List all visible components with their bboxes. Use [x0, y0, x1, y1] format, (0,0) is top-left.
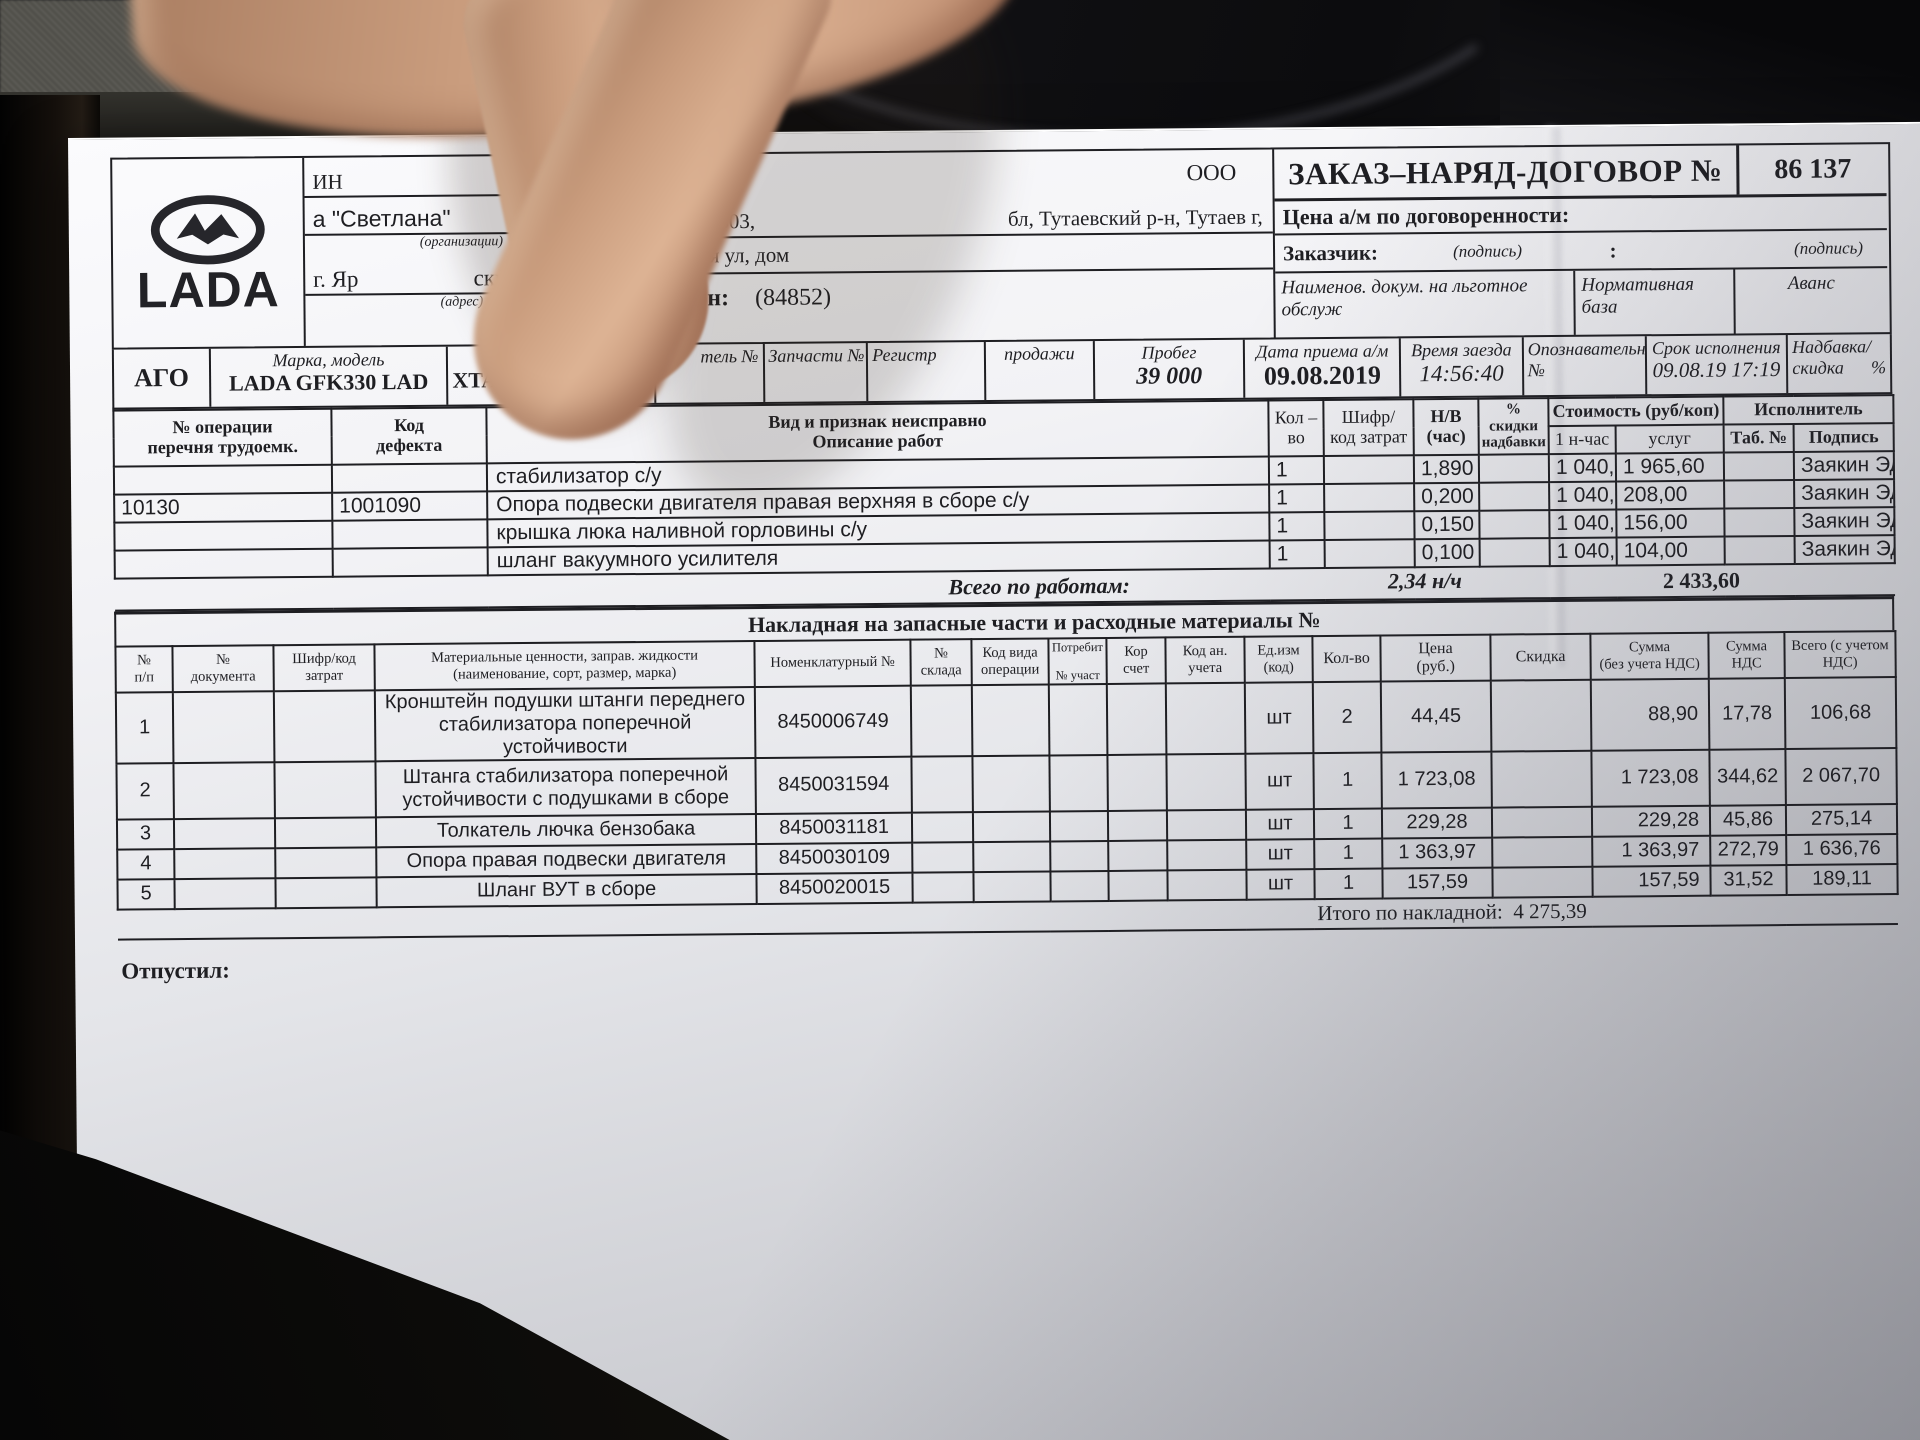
col-total-vat: Всего (с учетом НДС) [1784, 630, 1896, 678]
normative-base-label: Нормативная база [1575, 269, 1736, 335]
markup-label-1: Надбавка/ [1792, 336, 1872, 357]
parts-total-label: Итого по накладной: [1317, 899, 1503, 926]
signature-hint-2: (подпись) [1793, 238, 1864, 258]
deadline-label: Срок исполнения [1651, 337, 1781, 359]
customer2-label: Заказчик: [1282, 240, 1379, 265]
markup-label-2: скидка % [1792, 356, 1887, 378]
col-warehouse: № склада [910, 638, 972, 686]
col-cost-group: Стоимость (руб/коп) [1548, 396, 1724, 426]
colon-separator: : [1609, 237, 1617, 263]
order-header-cell: ЗАКАЗ–НАРЯД-ДОГОВОР № 86 137 Цена а/м по… [1272, 144, 1888, 338]
col-executor-group: Исполнитель [1723, 395, 1894, 425]
parts-total-value: 4 275,39 [1513, 898, 1587, 924]
mileage-cell: Пробег 39 000 [1092, 339, 1244, 400]
ident-label-2: № [1527, 359, 1545, 380]
col-cost-hour: 1 н-час [1548, 425, 1616, 454]
col-discount: % скидки надбавки [1478, 398, 1549, 455]
col-kor-account: Кор счет [1106, 636, 1166, 684]
make-model-value: LADA GFK330 LAD [228, 368, 429, 396]
col-op-type: Код вида операции [971, 637, 1049, 685]
works-total-cost: 2 433,60 [1662, 566, 1741, 593]
vin-fragment-left: XTAG [452, 367, 515, 393]
col-unit: Ед.изм (код) [1244, 635, 1313, 683]
col-part-qty: Кол-во [1312, 635, 1381, 682]
region-fragment: бл, Тутаевский р-н, Тутаев г, [1007, 204, 1263, 231]
col-qty: Кол – во [1268, 400, 1324, 457]
col-cost-services: услуг [1615, 424, 1724, 454]
mileage-label: Пробег [1141, 342, 1197, 363]
ident-label-1: Опознавательный [1527, 338, 1645, 360]
make-model-cell: Марка, модель LADA GFK330 LAD [208, 346, 447, 407]
col-tab-no: Таб. № [1723, 423, 1794, 453]
col-doc-no: № документа [172, 644, 274, 692]
col-defect: Код дефекта [331, 407, 487, 465]
org-city-fragment: г. Яр [313, 266, 359, 292]
col-part-discount: Скидка [1490, 633, 1591, 681]
benefit-doc-label: Наименов. докум. на льготное обслуж [1275, 270, 1576, 338]
signature-hint-1: (подпись) [1452, 241, 1523, 261]
time-in-value: 14:56:40 [1419, 360, 1504, 386]
order-number: 86 137 [1736, 144, 1887, 195]
order-title: ЗАКАЗ–НАРЯД-ДОГОВОР № [1288, 152, 1723, 191]
price-agreement-line: Цена а/м по договоренности: [1274, 196, 1887, 236]
date-in-cell: Дата приема а/м 09.08.2019 [1243, 338, 1400, 398]
sale-date-cell: продажи [983, 341, 1094, 401]
make-model-label: Марка, модель [272, 349, 385, 371]
ident-no-cell: Опознавательный № [1521, 336, 1645, 396]
col-sum-no-vat: Сумма (без учета НДС) [1590, 632, 1709, 680]
col-consumer: Потребит № участ [1048, 637, 1107, 684]
col-signature: Подпись [1793, 422, 1894, 452]
advance-label: Аванс [1787, 272, 1835, 294]
time-in-label: Время заезда [1410, 339, 1512, 361]
customer-value: ООО [1186, 159, 1237, 186]
works-total-hours: 2,34 н/ч [1387, 567, 1462, 593]
document-header: LADA ИН 04202940 а "Светлана" (организац… [110, 142, 1892, 350]
time-in-cell: Время заезда 14:56:40 [1398, 337, 1523, 397]
col-operation: № операции перечня трудоемк. [113, 408, 332, 467]
ago-cell: АГО [133, 362, 190, 393]
works-table: № операции перечня трудоемк. Код дефекта В… [112, 394, 1896, 611]
works-total-label: Всего по работам: [948, 572, 1131, 599]
lada-logo-cell: LADA [112, 158, 304, 348]
col-vat: Сумма НДС [1708, 631, 1785, 679]
col-material-name: Материальные ценности, заправ. жидкости(… [374, 640, 755, 690]
markup-cell: Надбавка/ скидка % [1786, 334, 1891, 394]
inn-fragment-left: ИН [312, 169, 343, 194]
col-analytics: Код ан. учета [1165, 636, 1245, 683]
customer-signature-line: Заказчик: (подпись) : (подпись) [1274, 230, 1888, 274]
col-norm-hours: Н/В (час) [1413, 398, 1479, 455]
work-order-paper: LADA ИН 04202940 а "Светлана" (организац… [68, 121, 1920, 1440]
mileage-value: 39 000 [1136, 362, 1203, 390]
date-in-label: Дата приема а/м [1255, 340, 1389, 362]
deadline-cell: Срок исполнения 09.08.19 17:19 [1644, 335, 1787, 395]
col-nomenclature: Номенклатурный № [754, 639, 911, 687]
deadline-value: 09.08.19 17:19 [1652, 356, 1781, 382]
lada-badge-icon [148, 193, 267, 266]
benefit-row: Наименов. докум. на льготное обслуж Норм… [1275, 268, 1888, 338]
col-row-no: № п/п [115, 645, 173, 693]
col-cost-code: Шифр/код затрат [1323, 399, 1414, 456]
date-in-value: 09.08.2019 [1263, 360, 1382, 391]
lada-logo-text: LADA [136, 260, 281, 318]
parts-table: № п/п № документа Шифр/код затрат Материаль… [114, 630, 1899, 941]
sale-date-label: продажи [1003, 343, 1075, 364]
order-title-row: ЗАКАЗ–НАРЯД-ДОГОВОР № 86 137 [1274, 144, 1887, 202]
work-order-document: LADA ИН 04202940 а "Светлана" (организац… [110, 142, 1899, 984]
col-price: Цена (руб.) [1380, 634, 1491, 682]
col-cost-code: Шифр/код затрат [273, 643, 375, 691]
released-by-label: Отпустил: [121, 957, 230, 984]
